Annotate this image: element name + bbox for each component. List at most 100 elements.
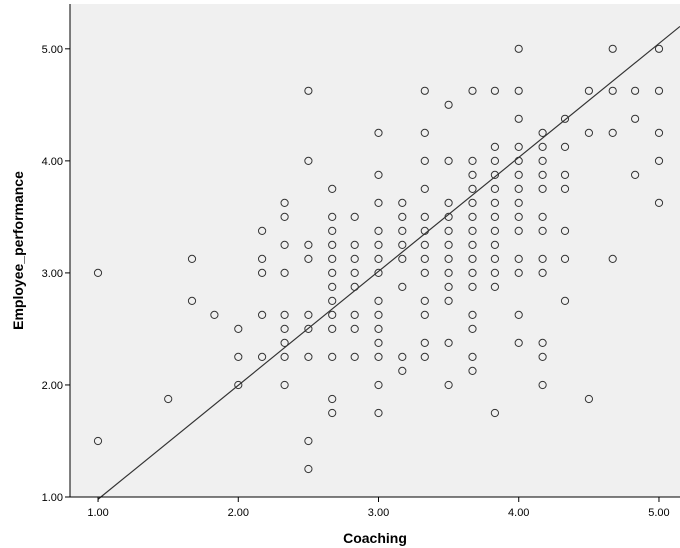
y-tick-label: 5.00 bbox=[42, 44, 63, 56]
data-point bbox=[420, 352, 429, 361]
data-point bbox=[304, 240, 313, 249]
fit-line bbox=[97, 25, 680, 500]
data-point bbox=[328, 212, 337, 221]
data-point bbox=[374, 380, 383, 390]
data-point bbox=[280, 380, 289, 390]
data-point bbox=[420, 184, 429, 193]
data-point bbox=[328, 324, 337, 333]
data-point bbox=[328, 254, 337, 263]
data-point bbox=[538, 142, 547, 151]
data-point bbox=[280, 240, 289, 249]
data-point bbox=[514, 142, 523, 151]
data-point bbox=[560, 296, 570, 305]
data-point bbox=[584, 86, 594, 95]
data-point bbox=[304, 352, 313, 361]
data-point bbox=[490, 170, 499, 179]
data-point bbox=[304, 254, 313, 263]
data-point bbox=[444, 156, 453, 165]
data-point bbox=[608, 128, 617, 137]
y-tick-label: 4.00 bbox=[42, 156, 63, 168]
data-point bbox=[420, 338, 429, 347]
data-point bbox=[444, 380, 453, 390]
data-point bbox=[187, 296, 197, 305]
data-point bbox=[398, 282, 407, 291]
data-point bbox=[514, 114, 523, 123]
data-point bbox=[538, 170, 547, 179]
data-point bbox=[538, 184, 547, 193]
x-axis-title: Coaching bbox=[343, 530, 407, 546]
data-point bbox=[328, 352, 337, 361]
data-point bbox=[444, 198, 453, 207]
data-point bbox=[398, 212, 407, 221]
data-point bbox=[280, 338, 289, 347]
data-point bbox=[490, 86, 499, 95]
data-point bbox=[468, 282, 477, 291]
data-point bbox=[328, 226, 337, 235]
data-point bbox=[514, 44, 523, 53]
data-point bbox=[280, 212, 289, 221]
y-tick-label: 3.00 bbox=[42, 268, 63, 280]
data-point bbox=[444, 226, 453, 235]
y-tick-label: 2.00 bbox=[42, 380, 63, 392]
x-tick-label: 4.00 bbox=[508, 507, 529, 519]
data-point bbox=[631, 114, 640, 123]
data-point bbox=[328, 310, 337, 319]
data-point bbox=[444, 254, 453, 263]
data-point bbox=[374, 296, 383, 305]
data-points bbox=[93, 44, 664, 474]
data-point bbox=[350, 240, 359, 249]
data-point bbox=[420, 240, 429, 249]
data-point bbox=[304, 156, 313, 165]
data-point bbox=[514, 184, 523, 193]
data-point bbox=[514, 268, 523, 277]
data-point bbox=[374, 338, 383, 347]
data-point bbox=[420, 254, 429, 263]
plot-area bbox=[70, 4, 680, 497]
data-point bbox=[514, 338, 523, 347]
data-point bbox=[560, 170, 570, 179]
data-point bbox=[490, 198, 499, 207]
data-point bbox=[444, 240, 453, 249]
data-point bbox=[164, 394, 173, 404]
data-point bbox=[468, 254, 477, 263]
data-point bbox=[258, 268, 267, 277]
data-point bbox=[654, 86, 664, 95]
data-point bbox=[374, 408, 383, 418]
y-tick-label: 1.00 bbox=[42, 492, 63, 504]
data-point bbox=[468, 268, 477, 277]
data-point bbox=[374, 310, 383, 319]
data-point bbox=[420, 268, 429, 277]
data-point bbox=[538, 128, 547, 137]
data-point bbox=[304, 436, 313, 446]
data-point bbox=[560, 254, 570, 263]
data-point bbox=[444, 100, 453, 109]
data-point bbox=[584, 128, 594, 137]
data-point bbox=[210, 310, 219, 319]
data-point bbox=[234, 380, 243, 390]
data-point bbox=[514, 254, 523, 263]
data-point bbox=[560, 184, 570, 193]
data-point bbox=[538, 338, 547, 347]
data-point bbox=[490, 268, 499, 277]
data-point bbox=[538, 226, 547, 235]
data-point bbox=[444, 282, 453, 291]
data-point bbox=[328, 394, 337, 404]
data-point bbox=[328, 240, 337, 249]
data-point bbox=[350, 212, 359, 221]
data-point bbox=[93, 436, 103, 446]
data-point bbox=[328, 282, 337, 291]
data-point bbox=[350, 324, 359, 333]
data-point bbox=[468, 240, 477, 249]
x-tick-label: 1.00 bbox=[87, 507, 108, 519]
data-point bbox=[258, 310, 267, 319]
data-point bbox=[560, 226, 570, 235]
data-point bbox=[468, 366, 477, 375]
data-point bbox=[187, 254, 197, 263]
data-point bbox=[374, 170, 383, 179]
data-point bbox=[398, 240, 407, 249]
data-point bbox=[654, 198, 664, 207]
y-axis-ticks: 1.00 2.00 3.00 4.00 5.00 bbox=[42, 44, 70, 504]
data-point bbox=[280, 310, 289, 319]
x-tick-label: 5.00 bbox=[648, 507, 669, 519]
data-point bbox=[398, 366, 407, 375]
